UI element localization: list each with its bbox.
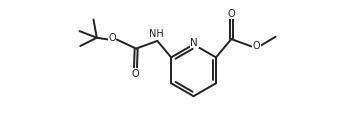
Text: NH: NH xyxy=(149,29,164,39)
Text: O: O xyxy=(252,41,260,51)
Text: O: O xyxy=(108,33,116,43)
Text: N: N xyxy=(190,38,198,48)
Text: O: O xyxy=(132,69,139,79)
Text: O: O xyxy=(228,9,235,19)
